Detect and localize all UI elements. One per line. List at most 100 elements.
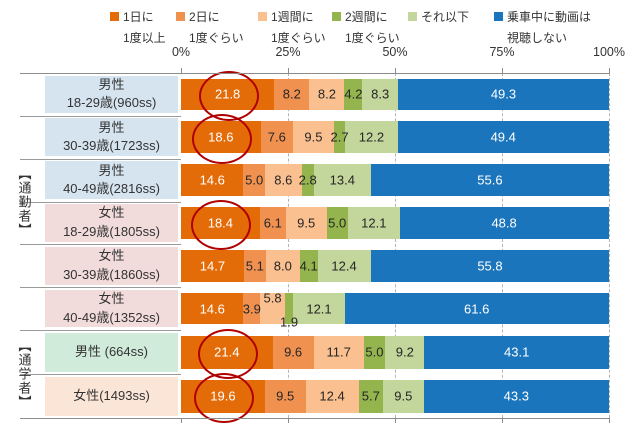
row-label-line2: 30-39歳(1723ss) [63,138,160,154]
value-label: 55.8 [477,258,503,274]
value-label: 4.1 [299,258,318,274]
row-label: 女性 18-29歳(1805ss) [45,204,178,242]
bar-segment: 8.2 [274,78,310,111]
legend-item: 乗車中に動画は 視聴しない [494,8,591,46]
value-label: 12.1 [361,215,387,231]
bar-segment: 48.8 [399,207,609,239]
row-separator-line [20,330,181,331]
value-label: 5.0 [328,215,347,231]
axis-tickmark [395,68,396,73]
value-label: 8.0 [273,258,292,274]
row-label: 女性 30-39歳(1860ss) [45,246,178,285]
plot-area: 【通勤者】 【通学者】 男性 18-29歳(960ss) 21.8 8.2 8.2 4.2… [0,68,640,423]
bar-segment: 13.4 [313,164,371,196]
highlight-circle [191,199,252,250]
row-label-line1: 女性 [98,205,125,221]
bar-segment: 61.6 [344,292,609,325]
legend-label: 2週間に [345,10,388,24]
bar-segment: 2.7 [330,121,349,154]
row-separator-line [20,244,181,246]
row-label: 女性(1493ss) [45,376,178,416]
row-label-line2: 40-49歳(1352ss) [63,309,160,325]
gridline [288,73,289,418]
bar-segment: 14.6 [181,164,244,196]
bar-segment: 5.1 [243,249,266,282]
value-label: 8.3 [371,86,390,102]
row-label: 男性 30-39歳(1723ss) [45,118,178,157]
row-label-line2: 30-39歳(1860ss) [63,266,160,282]
value-label: 12.2 [358,129,385,145]
value-label: 55.6 [477,172,503,188]
bar-row: 18.6 7.6 9.5 2.7 12.2 49.4 [181,114,609,165]
axis-tick-label: 100% [593,45,625,59]
legend-item: 1週間に 1度ぐらい [258,8,326,46]
bar-segment: 12.2 [345,121,398,154]
value-label: 9.2 [395,344,414,360]
legend-item: 2日に 1度ぐらい [176,8,244,46]
axis-tickmark [502,68,503,73]
bar-row: 19.6 9.5 12.4 5.7 9.5 43.3 [181,373,609,423]
value-label: 14.6 [199,172,225,188]
bar-segment: 4.2 [344,78,363,111]
bar-segment: 5.0 [243,164,265,196]
value-label: 5.0 [245,172,264,188]
value-label: 12.1 [306,301,332,317]
bar-segment: 6.1 [259,207,286,239]
value-label: 43.1 [504,344,530,360]
row-label-line1: 女性 [98,291,125,307]
axis-tickmark [609,418,610,423]
value-label: 5.7 [361,388,380,404]
bar-segment: 9.5 [382,379,424,413]
legend-swatch [110,12,119,21]
bar-segment: 5.0 [363,335,386,369]
legend-item: 2週間に 1度ぐらい [332,8,400,46]
row-label: 男性 40-49歳(2816ss) [45,161,178,199]
row-label-line1: 男性 [98,76,125,92]
bar-segment: 9.5 [264,379,306,413]
legend-swatch [332,12,341,21]
legend-label: 1週間に [271,10,314,24]
group-label-students: 【通学者】 [16,339,32,409]
value-label: 8.2 [282,86,301,102]
value-label: 14.7 [199,258,226,274]
axis-tick-label: 25% [275,45,301,59]
bar-segment: 1.9 [280,292,298,329]
value-label: 5.0 [365,344,384,360]
row-label-line2: 40-49歳(2816ss) [63,181,160,197]
row-separator-line [20,201,181,203]
highlight-circle [191,114,252,165]
bar-row: 14.6 5.0 8.6 2.8 13.4 55.6 [181,164,609,196]
bar-segment: 7.6 [260,121,294,154]
value-label: 2.8 [298,172,317,188]
row-label-line1: 女性 [98,248,125,264]
legend-label: 1日に [123,10,154,24]
axis-tickmark [395,418,396,423]
bar-segment: 4.1 [299,249,318,282]
row-label-line1: 男性 (664ss) [75,343,148,359]
bar-segment: 49.3 [397,78,609,111]
value-label: 2.7 [330,129,349,145]
legend-label-line2: 視聴しない [507,31,568,45]
legend-item: 1日に 1度以上 [110,8,166,46]
axis-tickmark [288,68,289,73]
bar-segment: 3.9 [243,292,261,325]
bar-segment: 12.1 [347,207,400,239]
group-label-commuters: 【通勤者】 [16,166,32,237]
legend-label-line2: 1度ぐらい [189,31,244,45]
row-label: 男性 (664ss) [45,332,178,372]
bar-segment: 9.5 [285,207,327,239]
bar-segment: 2.8 [298,164,317,196]
row-label: 女性 40-49歳(1352ss) [45,289,178,328]
highlight-circle [193,373,254,423]
legend-swatch [258,12,267,21]
value-label: 49.3 [490,86,517,102]
axis-tickmark [609,68,610,73]
value-label: 9.5 [297,215,316,231]
bar-row: 21.4 9.6 11.7 5.0 9.2 43.1 [181,329,609,379]
bar-segment: 11.7 [313,335,364,369]
bar-segment: 5.0 [326,207,348,239]
bar-segment: 55.6 [370,164,609,196]
row-separator-line [20,374,181,375]
legend-label-line2: 1度ぐらい [345,31,400,45]
